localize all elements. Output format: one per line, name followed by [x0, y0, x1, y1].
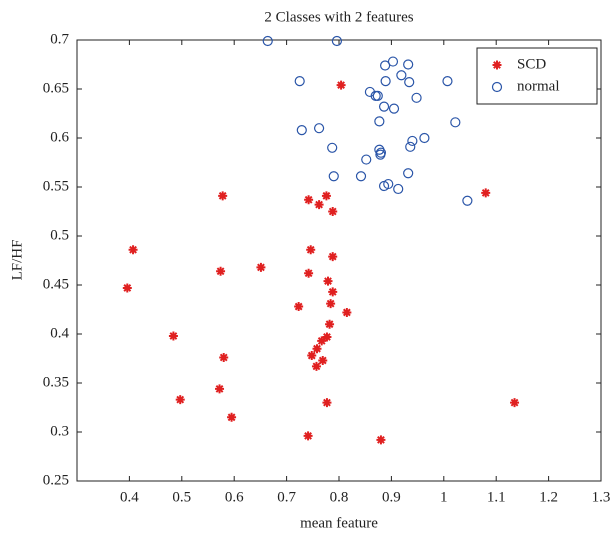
point [355, 171, 367, 182]
y-tick-label: 0.45 [43, 276, 69, 292]
legend-marker [492, 60, 502, 70]
point [218, 191, 228, 201]
point [313, 123, 325, 134]
point [122, 283, 132, 293]
x-axis-label: mean feature [300, 515, 378, 531]
point [294, 302, 304, 312]
point [294, 76, 305, 87]
point [336, 80, 346, 90]
point [403, 59, 414, 70]
x-tick-label: 1.2 [539, 489, 558, 505]
x-tick-label: 0.6 [225, 489, 244, 505]
point [307, 351, 317, 361]
point [262, 35, 273, 47]
legend-label: SCD [517, 56, 546, 72]
point [376, 435, 386, 445]
y-tick-label: 0.35 [43, 374, 69, 390]
legend-marker [491, 81, 503, 93]
point [326, 299, 336, 309]
point [388, 103, 400, 114]
y-tick-label: 0.25 [43, 472, 69, 488]
point [411, 92, 422, 103]
y-tick-label: 0.4 [50, 325, 69, 341]
y-tick-label: 0.5 [50, 227, 69, 243]
point [317, 336, 327, 346]
point [405, 141, 416, 152]
point [403, 168, 414, 179]
point [396, 70, 407, 81]
point [481, 188, 491, 198]
point [306, 245, 316, 255]
point [322, 332, 332, 342]
y-tick-label: 0.55 [43, 178, 69, 194]
point [303, 431, 313, 441]
point [325, 319, 335, 329]
x-tick-label: 1 [440, 489, 448, 505]
point [128, 245, 138, 255]
point [314, 200, 324, 210]
point [321, 191, 331, 201]
point [462, 195, 473, 206]
point [328, 207, 338, 216]
x-tick-label: 0.7 [277, 489, 296, 505]
plot-frame [76, 39, 602, 482]
point [380, 60, 391, 71]
point [215, 384, 225, 394]
point [378, 180, 390, 192]
point [407, 135, 418, 147]
y-tick-label: 0.65 [43, 80, 69, 96]
point [419, 132, 430, 144]
x-tick-label: 0.8 [330, 489, 349, 505]
point [450, 117, 461, 128]
point [216, 266, 226, 276]
point [331, 35, 343, 47]
point [378, 101, 390, 112]
point [442, 76, 453, 87]
point [387, 56, 399, 67]
point [328, 287, 338, 297]
point [304, 195, 314, 205]
legend-box [476, 47, 598, 105]
point [393, 183, 404, 195]
x-tick-label: 1.3 [592, 489, 611, 505]
x-tick-label: 1.1 [487, 489, 506, 505]
point [510, 398, 520, 408]
x-tick-label: 0.4 [120, 489, 139, 505]
point [322, 398, 332, 408]
point [175, 395, 185, 405]
legend-label: normal [517, 78, 560, 94]
point [323, 276, 333, 286]
point [404, 77, 415, 88]
y-tick-label: 0.6 [50, 129, 69, 145]
point [296, 125, 307, 136]
point [328, 252, 338, 262]
point [256, 262, 266, 272]
point [311, 361, 321, 371]
point [328, 171, 339, 182]
chart-title: 2 Classes with 2 features [264, 9, 413, 25]
point [168, 331, 178, 341]
point [312, 344, 322, 354]
y-tick-label: 0.3 [50, 423, 69, 439]
point [372, 90, 383, 101]
point [375, 149, 386, 160]
point [318, 355, 328, 365]
point [361, 154, 372, 165]
y-tick-label: 0.7 [50, 31, 69, 47]
y-axis-label: LF/HF [9, 240, 25, 281]
point [227, 412, 237, 422]
point [327, 142, 338, 153]
point [219, 353, 229, 363]
point [380, 76, 391, 87]
point [304, 268, 314, 278]
point [374, 116, 385, 127]
point [342, 307, 352, 317]
x-tick-label: 0.5 [172, 489, 191, 505]
x-tick-label: 0.9 [382, 489, 401, 505]
